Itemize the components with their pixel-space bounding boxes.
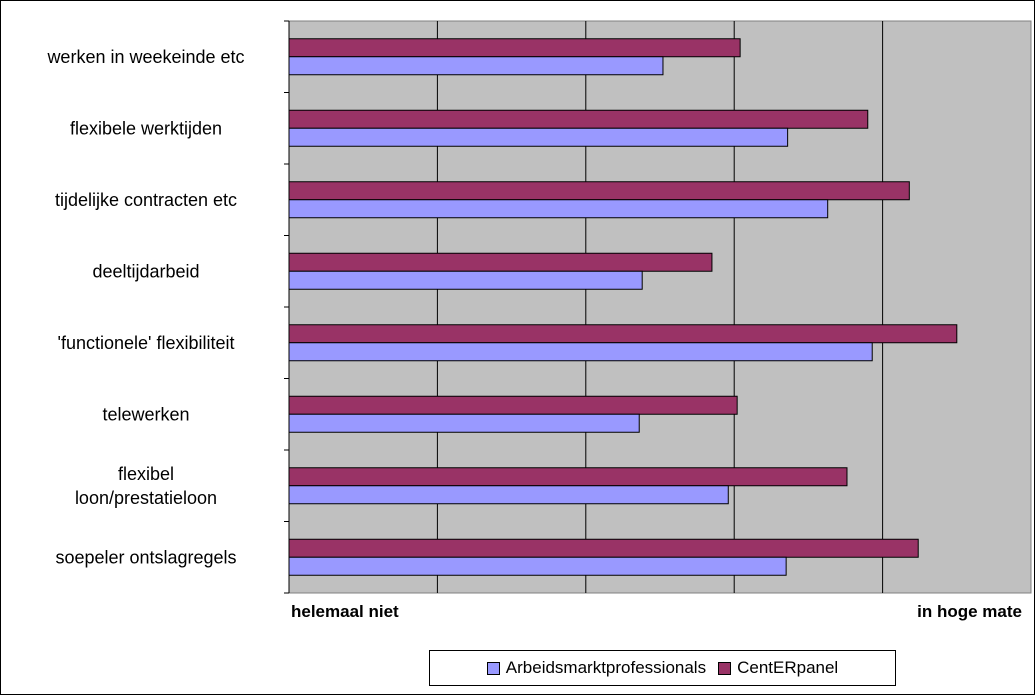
legend-item-centerpanel: CentERpanel <box>718 658 838 678</box>
bar-centerpanel-4 <box>288 324 958 344</box>
category-label: telewerken <box>102 404 189 424</box>
bar-centerpanel-7 <box>288 538 919 558</box>
bar-centerpanel-6 <box>288 467 848 487</box>
bar-arbeidsmarktprofessionals-7 <box>288 556 787 576</box>
bar-arbeidsmarktprofessionals-4 <box>288 342 873 362</box>
bar-centerpanel-5 <box>288 395 738 415</box>
category-label: 'functionele' flexibiliteit <box>58 333 235 353</box>
category-labels: werken in weekeinde etc flexibele werktij… <box>46 47 244 568</box>
bar-centerpanel-1 <box>288 109 869 129</box>
category-label: werken in weekeinde etc <box>46 47 244 67</box>
category-label: tijdelijke contracten etc <box>55 190 237 210</box>
bar-arbeidsmarktprofessionals-5 <box>288 413 640 433</box>
bar-centerpanel-3 <box>288 252 713 272</box>
category-label: deeltijdarbeid <box>92 261 199 281</box>
bar-arbeidsmarktprofessionals-0 <box>288 56 664 76</box>
category-label: flexibel loon/prestatieloon <box>75 464 217 508</box>
bar-centerpanel-2 <box>288 181 910 201</box>
bar-arbeidsmarktprofessionals-6 <box>288 485 729 505</box>
bar-centerpanel-0 <box>288 38 741 58</box>
category-label: flexibele werktijden <box>70 118 222 138</box>
legend-swatch-centerpanel <box>718 661 732 675</box>
bar-arbeidsmarktprofessionals-1 <box>288 127 789 147</box>
x-label-left: helemaal niet <box>291 602 399 621</box>
bar-arbeidsmarktprofessionals-2 <box>288 199 829 219</box>
plot-area <box>288 20 1032 594</box>
legend-label-centerpanel: CentERpanel <box>737 658 839 677</box>
category-label: soepeler ontslagregels <box>55 547 236 567</box>
bar-arbeidsmarktprofessionals-3 <box>288 270 643 290</box>
legend-label-arbeidsmarktprofessionals: Arbeidsmarktprofessionals <box>505 658 707 677</box>
legend: Arbeidsmarktprofessionals CentERpanel <box>429 650 896 686</box>
legend-item-arbeidsmarktprofessionals: Arbeidsmarktprofessionals <box>486 658 707 678</box>
legend-swatch-arbeidsmarktprofessionals <box>486 661 500 675</box>
bars <box>288 38 958 576</box>
x-label-right: in hoge mate <box>917 602 1022 621</box>
